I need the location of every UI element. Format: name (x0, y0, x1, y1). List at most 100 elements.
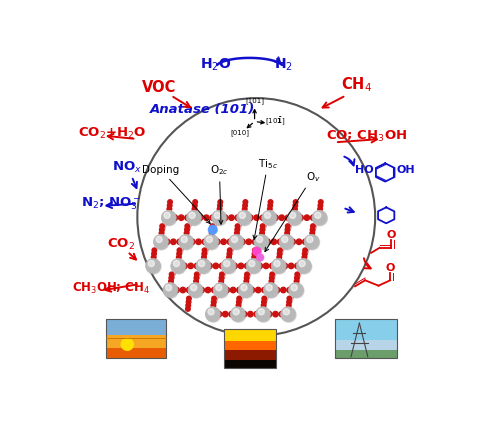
Circle shape (293, 286, 299, 292)
Circle shape (289, 284, 304, 298)
Circle shape (317, 207, 323, 213)
Circle shape (238, 283, 253, 298)
Circle shape (231, 308, 246, 322)
Circle shape (220, 263, 225, 269)
Circle shape (216, 285, 222, 291)
Circle shape (314, 213, 321, 219)
Circle shape (122, 339, 134, 351)
Circle shape (274, 288, 280, 293)
Circle shape (256, 237, 263, 243)
Circle shape (271, 240, 276, 245)
Circle shape (214, 240, 220, 245)
Circle shape (186, 299, 192, 305)
Circle shape (256, 288, 261, 293)
Bar (106, 319, 166, 358)
Circle shape (159, 227, 165, 233)
Circle shape (312, 211, 327, 226)
Circle shape (260, 303, 266, 309)
Bar (335, 319, 397, 341)
Circle shape (234, 227, 240, 233)
Circle shape (298, 215, 304, 221)
Circle shape (229, 312, 234, 317)
Circle shape (199, 288, 204, 293)
Circle shape (276, 262, 281, 268)
Circle shape (259, 230, 265, 237)
Circle shape (307, 237, 313, 243)
Circle shape (251, 258, 257, 264)
Circle shape (262, 211, 276, 226)
Circle shape (254, 215, 260, 221)
Circle shape (178, 235, 194, 250)
Circle shape (266, 214, 272, 220)
Text: CO$_2$: CO$_2$ (106, 237, 134, 252)
Circle shape (285, 310, 291, 316)
Circle shape (224, 288, 230, 293)
Circle shape (218, 275, 224, 281)
Circle shape (246, 259, 261, 274)
Circle shape (304, 235, 319, 250)
Circle shape (180, 236, 194, 250)
Circle shape (244, 272, 250, 278)
Circle shape (310, 224, 316, 230)
Circle shape (302, 251, 308, 257)
Circle shape (168, 272, 174, 278)
Circle shape (214, 213, 220, 219)
Circle shape (222, 312, 228, 317)
Circle shape (254, 312, 260, 317)
Circle shape (178, 215, 184, 221)
Circle shape (235, 215, 240, 221)
Circle shape (158, 230, 164, 237)
Circle shape (152, 248, 158, 254)
Circle shape (300, 262, 307, 268)
Circle shape (260, 306, 266, 312)
Circle shape (221, 259, 236, 274)
Circle shape (219, 272, 225, 278)
Circle shape (244, 279, 250, 285)
Circle shape (148, 261, 154, 267)
Circle shape (251, 255, 257, 261)
Text: [010]: [010] (230, 129, 249, 135)
Circle shape (154, 236, 169, 250)
Circle shape (292, 203, 298, 209)
Circle shape (206, 237, 212, 243)
Circle shape (189, 213, 195, 219)
Circle shape (218, 279, 224, 285)
Circle shape (172, 260, 186, 274)
Circle shape (230, 288, 236, 293)
Circle shape (285, 224, 291, 230)
Circle shape (216, 210, 222, 216)
Circle shape (167, 200, 173, 206)
Circle shape (218, 200, 224, 206)
Circle shape (217, 203, 223, 209)
Circle shape (269, 272, 275, 278)
Circle shape (282, 263, 288, 269)
Circle shape (277, 248, 283, 254)
Circle shape (236, 296, 242, 302)
Circle shape (238, 263, 244, 269)
Circle shape (166, 203, 172, 209)
Circle shape (201, 255, 207, 261)
Circle shape (209, 227, 215, 233)
Circle shape (196, 240, 201, 245)
Circle shape (172, 215, 178, 221)
Text: [10$\mathbf{\bar{1}}$]: [10$\mathbf{\bar{1}}$] (266, 115, 286, 128)
Text: Ti$_{5c}$: Ti$_{5c}$ (253, 156, 278, 240)
Circle shape (292, 214, 298, 220)
Circle shape (232, 237, 237, 243)
Circle shape (302, 240, 308, 245)
Circle shape (291, 285, 298, 291)
Circle shape (286, 296, 292, 302)
Circle shape (252, 251, 258, 257)
Text: CO$_2$+H$_2$O: CO$_2$+H$_2$O (78, 125, 146, 140)
Bar (106, 319, 166, 335)
Circle shape (174, 261, 180, 267)
Circle shape (290, 213, 296, 219)
Circle shape (192, 203, 198, 209)
Circle shape (166, 214, 172, 220)
Circle shape (250, 262, 256, 268)
Circle shape (240, 213, 246, 219)
Circle shape (164, 213, 170, 219)
Circle shape (214, 284, 228, 298)
Bar (106, 348, 166, 358)
Circle shape (280, 236, 294, 250)
